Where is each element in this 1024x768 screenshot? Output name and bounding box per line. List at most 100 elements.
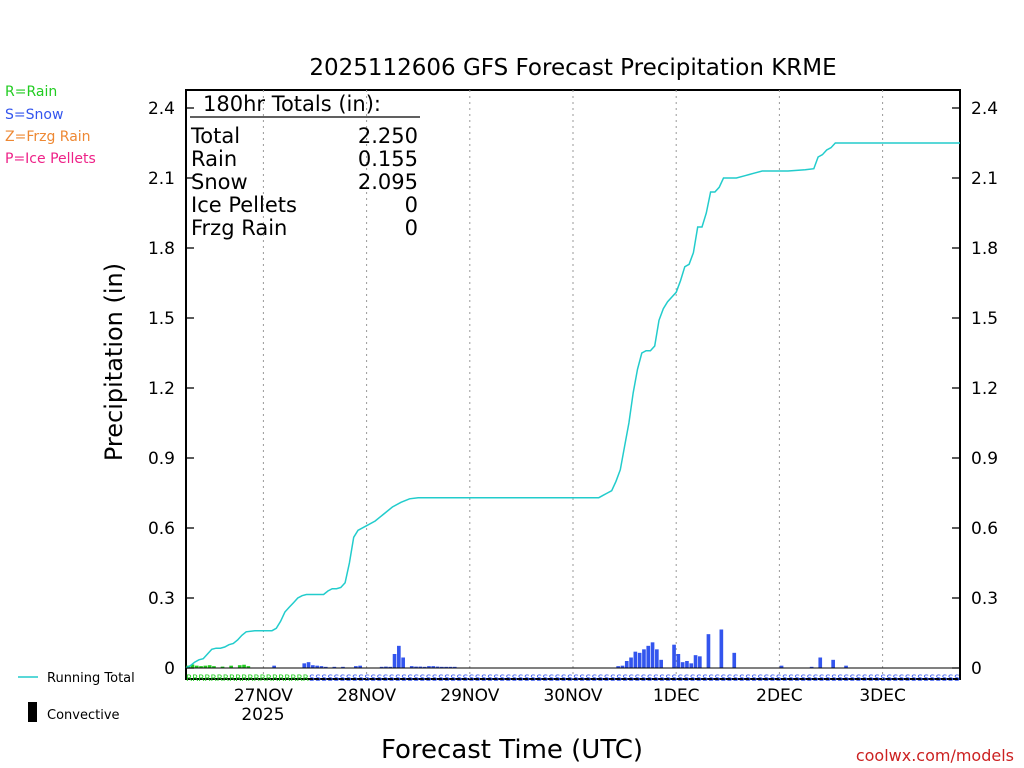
snow-bar bbox=[422, 666, 427, 668]
snow-bar bbox=[659, 659, 663, 668]
snow-bar bbox=[629, 657, 633, 668]
snow-bar bbox=[431, 666, 436, 668]
snow-bar bbox=[831, 659, 835, 668]
rain-bar bbox=[220, 666, 225, 668]
ptype-mark: S bbox=[598, 674, 604, 684]
snow-bar bbox=[732, 652, 737, 668]
legend-frzg-rain: Z=Frzg Rain bbox=[5, 129, 91, 145]
snow-bar bbox=[452, 666, 457, 668]
ptype-mark: R bbox=[229, 674, 235, 684]
x-tick-label: 30NOV bbox=[543, 686, 602, 706]
y-tick-label-right: 0.3 bbox=[971, 589, 998, 609]
snow-bar bbox=[332, 666, 337, 668]
ptype-mark: S bbox=[782, 674, 788, 684]
snow-bar bbox=[779, 665, 784, 668]
ptype-mark: S bbox=[524, 674, 530, 684]
snow-bar bbox=[311, 665, 315, 668]
ptype-mark: S bbox=[426, 674, 432, 684]
y-tick-label-right: 0.6 bbox=[971, 519, 998, 539]
ptype-mark: S bbox=[739, 674, 745, 684]
ptype-mark: S bbox=[880, 674, 886, 684]
ptype-mark: S bbox=[800, 674, 806, 684]
ptype-mark: R bbox=[192, 674, 198, 684]
year-label: 2025 bbox=[241, 705, 284, 725]
snow-bar bbox=[358, 665, 362, 668]
y-tick-label-right: 0 bbox=[971, 659, 982, 679]
snow-bar bbox=[633, 651, 638, 668]
snow-bar bbox=[637, 652, 642, 668]
snow-bar bbox=[680, 662, 685, 668]
ptype-mark: S bbox=[622, 674, 628, 684]
snow-bar bbox=[719, 629, 724, 668]
rain-bar bbox=[246, 666, 251, 668]
ptype-mark: S bbox=[309, 674, 315, 684]
x-tick-label: 1DEC bbox=[653, 686, 700, 706]
snow-bar bbox=[414, 666, 418, 668]
ptype-mark: S bbox=[487, 674, 493, 684]
ptype-mark: S bbox=[635, 674, 641, 684]
snow-bar bbox=[302, 663, 307, 668]
snow-bar bbox=[655, 649, 659, 668]
ptype-mark: R bbox=[284, 674, 290, 684]
ptype-mark: S bbox=[567, 674, 573, 684]
rain-bar bbox=[237, 665, 242, 668]
snow-bar bbox=[379, 666, 384, 668]
snow-bar bbox=[323, 666, 328, 668]
ptype-mark: S bbox=[708, 674, 714, 684]
snow-bar bbox=[448, 666, 453, 668]
ptype-mark: S bbox=[665, 674, 671, 684]
ptype-mark: S bbox=[444, 674, 450, 684]
y-tick-label-left: 1.5 bbox=[148, 309, 175, 329]
y-tick-label-left: 2.4 bbox=[148, 99, 175, 119]
legend-ice-pellets: P=Ice Pellets bbox=[5, 151, 96, 167]
snow-bar bbox=[698, 656, 702, 668]
snow-bar bbox=[319, 666, 324, 668]
snow-bar bbox=[650, 642, 655, 668]
ptype-mark: R bbox=[217, 674, 223, 684]
snow-bar bbox=[672, 644, 676, 668]
ptype-mark: S bbox=[807, 674, 813, 684]
rain-bar bbox=[212, 666, 216, 668]
ptype-mark: S bbox=[340, 674, 346, 684]
ptype-mark: R bbox=[303, 674, 309, 684]
snow-bar bbox=[844, 665, 848, 668]
ptype-mark: S bbox=[542, 674, 548, 684]
snow-bar bbox=[418, 666, 423, 668]
snow-bar bbox=[624, 661, 629, 668]
ptype-mark: S bbox=[776, 674, 782, 684]
snow-bar bbox=[646, 645, 651, 668]
totals-label: Rain bbox=[191, 147, 237, 171]
ptype-mark: S bbox=[794, 674, 800, 684]
snow-bar bbox=[315, 665, 319, 668]
y-tick-label-right: 2.4 bbox=[971, 99, 998, 119]
totals-label: Snow bbox=[191, 170, 248, 194]
ptype-mark: R bbox=[254, 674, 260, 684]
ptype-mark: S bbox=[659, 674, 665, 684]
legend-running-total: Running Total bbox=[47, 671, 135, 686]
ptype-mark: R bbox=[266, 674, 272, 684]
ptype-mark: S bbox=[395, 674, 401, 684]
totals-value: 2.250 bbox=[358, 124, 418, 148]
snow-bar bbox=[693, 655, 698, 668]
ptype-mark: S bbox=[364, 674, 370, 684]
ptype-mark: S bbox=[819, 674, 825, 684]
ptype-mark: S bbox=[579, 674, 585, 684]
snow-bar bbox=[388, 666, 393, 668]
totals-box: 180hr Totals (in): Total 2.250 Rain 0.15… bbox=[190, 92, 420, 240]
ptype-mark: S bbox=[383, 674, 389, 684]
totals-label: Total bbox=[190, 124, 240, 148]
x-tick-label: 27NOV bbox=[234, 686, 293, 706]
snow-bar bbox=[706, 634, 711, 668]
y-tick-label-right: 2.1 bbox=[971, 169, 998, 189]
ptype-mark: S bbox=[696, 674, 702, 684]
ptype-mark: S bbox=[346, 674, 352, 684]
y-tick-label-right: 0.9 bbox=[971, 449, 998, 469]
ptype-mark: S bbox=[905, 674, 911, 684]
snow-bar bbox=[272, 665, 276, 668]
ptype-mark: S bbox=[954, 674, 960, 684]
ptype-mark: S bbox=[641, 674, 647, 684]
ptype-mark: S bbox=[684, 674, 690, 684]
ptype-mark: S bbox=[929, 674, 935, 684]
snow-bar bbox=[427, 666, 431, 668]
